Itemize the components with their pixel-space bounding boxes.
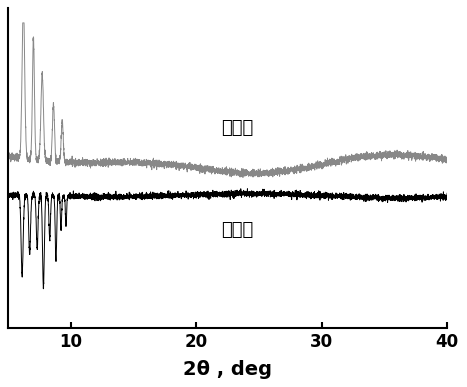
Text: 理论值: 理论值 [221, 221, 254, 239]
X-axis label: 2θ , deg: 2θ , deg [183, 360, 272, 378]
Text: 实验值: 实验值 [221, 120, 254, 137]
